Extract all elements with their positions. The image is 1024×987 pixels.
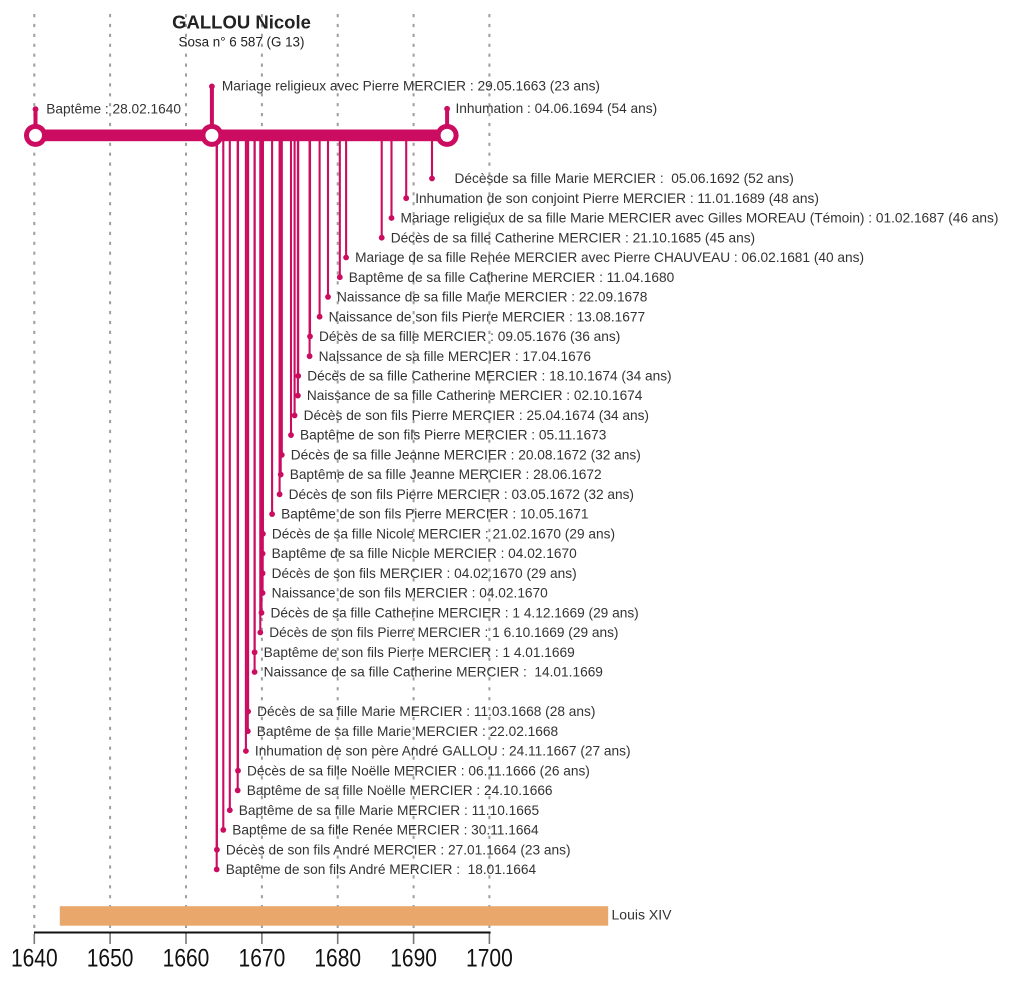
svg-text:Baptême de sa fille Catherine: Baptême de sa fille Catherine MERCIER : … xyxy=(349,270,675,285)
svg-text:Inhumation de son conjoint Pie: Inhumation de son conjoint Pierre MERCIE… xyxy=(415,191,819,206)
svg-text:1650: 1650 xyxy=(87,944,134,972)
svg-text:Baptême de son fils Pierre MER: Baptême de son fils Pierre MERCIER : 10.… xyxy=(281,507,588,522)
svg-text:Baptême de sa fille Noëlle MER: Baptême de sa fille Noëlle MERCIER : 24.… xyxy=(247,783,553,798)
svg-text:Naissance de sa fille Catherin: Naissance de sa fille Catherine MERCIER … xyxy=(264,665,603,680)
svg-text:Décès de sa fille Nicole MERCI: Décès de sa fille Nicole MERCIER : 21.02… xyxy=(272,526,615,541)
svg-text:1700: 1700 xyxy=(466,944,513,972)
svg-text:Décès de son fils Pierre MERCI: Décès de son fils Pierre MERCIER : 25.04… xyxy=(304,408,649,423)
svg-text:Baptême de son fils Pierre MER: Baptême de son fils Pierre MERCIER : 1 4… xyxy=(264,645,575,660)
svg-text:Baptême de sa fille Jeanne MER: Baptême de sa fille Jeanne MERCIER : 28.… xyxy=(290,467,602,482)
svg-text:Baptême : 28.02.1640: Baptême : 28.02.1640 xyxy=(46,102,181,117)
svg-text:Baptême de son fils Pierre MER: Baptême de son fils Pierre MERCIER : 05.… xyxy=(300,428,607,443)
svg-text:Décès de son fils Pierre MERCI: Décès de son fils Pierre MERCIER : 03.05… xyxy=(289,487,634,502)
svg-text:Décès de sa fille Catherine ME: Décès de sa fille Catherine MERCIER : 21… xyxy=(391,230,755,245)
svg-text:Naissance de sa fille MERCIER: Naissance de sa fille MERCIER : 17.04.16… xyxy=(319,349,592,364)
svg-text:Louis XIV: Louis XIV xyxy=(612,907,673,923)
svg-text:1670: 1670 xyxy=(239,944,286,972)
svg-text:Décèsde sa fille Marie MERCIER: Décèsde sa fille Marie MERCIER : 05.06.1… xyxy=(455,171,794,186)
svg-text:Naissance de son fils MERCIER: Naissance de son fils MERCIER : 04.02.16… xyxy=(272,586,549,601)
svg-text:Naissance de sa fille Catherin: Naissance de sa fille Catherine MERCIER … xyxy=(307,388,643,403)
svg-text:1660: 1660 xyxy=(163,944,210,972)
svg-text:Baptême de son fils André MERC: Baptême de son fils André MERCIER : 18.0… xyxy=(226,862,537,877)
svg-text:Décès de son fils MERCIER : 04: Décès de son fils MERCIER : 04.02.1670 (… xyxy=(272,566,577,581)
svg-text:Décès de sa fille Catherine ME: Décès de sa fille Catherine MERCIER : 18… xyxy=(307,369,671,384)
svg-text:Décès de sa fille Marie MERCIE: Décès de sa fille Marie MERCIER : 11.03.… xyxy=(257,704,595,719)
svg-text:Mariage religieux de sa fille: Mariage religieux de sa fille Marie MERC… xyxy=(401,211,999,226)
svg-text:Mariage religieux avec Pierre: Mariage religieux avec Pierre MERCIER : … xyxy=(222,79,600,94)
svg-text:1680: 1680 xyxy=(314,944,361,972)
svg-text:Naissance de sa fille Marie ME: Naissance de sa fille Marie MERCIER : 22… xyxy=(337,290,648,305)
svg-text:Décès de sa fille MERCIER : 09: Décès de sa fille MERCIER : 09.05.1676 (… xyxy=(319,329,620,344)
svg-text:Naissance de son fils Pierre M: Naissance de son fils Pierre MERCIER : 1… xyxy=(329,309,645,324)
svg-text:Baptême de sa fille Nicole MER: Baptême de sa fille Nicole MERCIER : 04.… xyxy=(272,546,577,561)
svg-text:Baptême de sa fille Marie MERC: Baptême de sa fille Marie MERCIER : 11.1… xyxy=(239,803,540,818)
svg-text:Baptême de sa fille Renée MERC: Baptême de sa fille Renée MERCIER : 30.1… xyxy=(232,823,539,838)
svg-text:Baptême de sa fille Marie MERC: Baptême de sa fille Marie MERCIER : 22.0… xyxy=(257,724,559,739)
svg-text:Décès de sa fille Noëlle MERCI: Décès de sa fille Noëlle MERCIER : 06.11… xyxy=(247,763,590,778)
svg-text:Sosa n° 6 587 (G 13): Sosa n° 6 587 (G 13) xyxy=(179,35,305,50)
svg-text:Inhumation : 04.06.1694 (54 an: Inhumation : 04.06.1694 (54 ans) xyxy=(456,101,658,116)
svg-text:1690: 1690 xyxy=(390,944,437,972)
svg-text:GALLOU Nicole: GALLOU Nicole xyxy=(172,12,311,33)
svg-text:Inhumation de son père André G: Inhumation de son père André GALLOU : 24… xyxy=(255,744,631,759)
svg-text:Décès de sa fille Jeanne MERCI: Décès de sa fille Jeanne MERCIER : 20.08… xyxy=(291,448,641,463)
svg-text:Décès de sa fille Catherine ME: Décès de sa fille Catherine MERCIER : 1 … xyxy=(271,605,639,620)
svg-text:1640: 1640 xyxy=(11,944,58,972)
svg-text:Décès de son fils Pierre MERCI: Décès de son fils Pierre MERCIER : 1 6.1… xyxy=(269,625,618,640)
svg-text:Mariage de sa fille Renée MERC: Mariage de sa fille Renée MERCIER avec P… xyxy=(355,250,864,265)
svg-text:Décès de son fils André MERCIE: Décès de son fils André MERCIER : 27.01.… xyxy=(226,842,571,857)
